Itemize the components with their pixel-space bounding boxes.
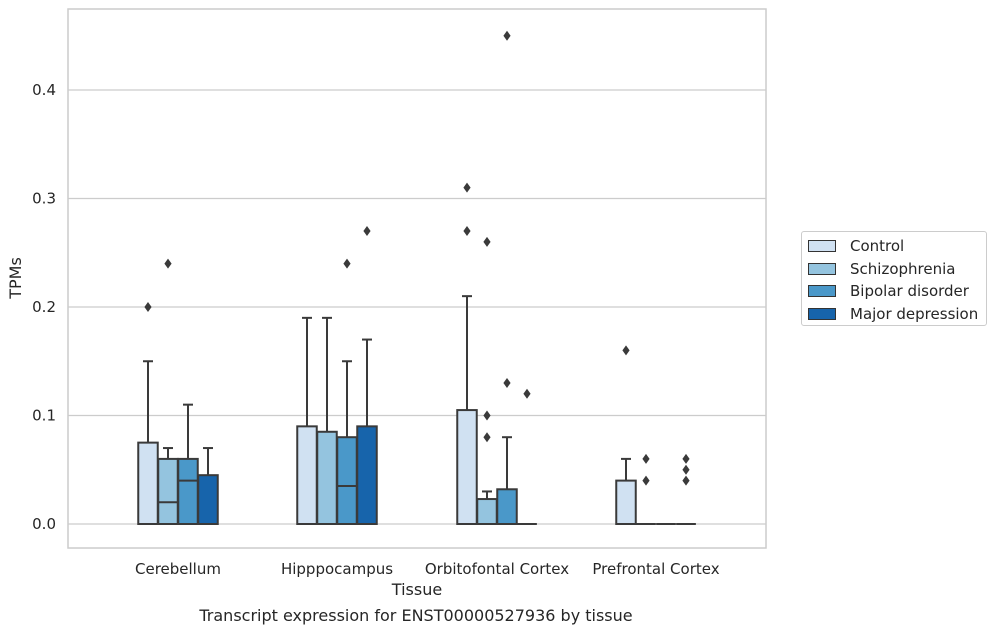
box-body xyxy=(197,474,219,525)
box-body xyxy=(496,488,518,525)
box-major-depression xyxy=(197,447,219,525)
box-body xyxy=(316,430,338,525)
y-axis-label: TPMs xyxy=(6,257,25,300)
outlier-point xyxy=(363,226,371,237)
x-tick-label: Prefrontal Cortex xyxy=(592,560,719,578)
y-tick-label: 0.2 xyxy=(32,298,56,316)
y-tick-labels: 0.0 0.1 0.2 0.3 0.4 xyxy=(32,81,56,533)
outlier-point xyxy=(682,475,690,486)
box-schizophrenia xyxy=(476,236,498,526)
y-tick-label: 0.4 xyxy=(32,81,56,99)
y-tick-label: 0.3 xyxy=(32,190,56,208)
outlier-point xyxy=(343,258,351,269)
box-body xyxy=(296,425,318,526)
box-body xyxy=(177,457,199,525)
plot-frame xyxy=(67,8,767,549)
x-axis-label: Tissue xyxy=(391,580,442,599)
box-body xyxy=(157,457,179,525)
box-schizophrenia xyxy=(316,316,338,525)
outlier-point xyxy=(642,453,650,464)
outlier-point xyxy=(483,410,491,421)
outlier-point xyxy=(523,388,531,399)
outlier-point xyxy=(682,464,690,475)
box-body xyxy=(356,425,378,526)
legend-item: Schizophrenia xyxy=(808,259,955,279)
legend-label: Bipolar disorder xyxy=(850,282,969,300)
x-tick-label: Hipppocampus xyxy=(281,560,393,578)
legend: Control Schizophrenia Bipolar disorder Majo… xyxy=(801,231,987,326)
box-bipolar-disorder xyxy=(496,30,518,525)
box-schizophrenia xyxy=(157,258,179,525)
box-schizophrenia xyxy=(636,453,656,525)
legend-swatch xyxy=(808,240,836,252)
outlier-point xyxy=(483,236,491,247)
box-control xyxy=(137,302,159,525)
outlier-point xyxy=(164,258,172,269)
x-tick-label: Orbitofontal Cortex xyxy=(425,560,569,578)
box-bipolar-disorder xyxy=(336,258,358,526)
outlier-point xyxy=(144,302,152,312)
legend-label: Control xyxy=(850,237,905,255)
boxes xyxy=(137,30,696,526)
box-control xyxy=(615,345,637,526)
legend-item: Bipolar disorder xyxy=(808,281,969,301)
outlier-point xyxy=(503,30,511,41)
box-major-depression xyxy=(676,453,696,525)
box-major-depression xyxy=(356,226,378,526)
outlier-point xyxy=(463,182,471,193)
box-body xyxy=(615,479,637,526)
box-body xyxy=(456,409,478,526)
legend-swatch xyxy=(808,262,836,275)
legend-label: Major depression xyxy=(850,304,979,323)
outlier-point xyxy=(463,226,471,237)
box-bipolar-disorder xyxy=(177,403,199,525)
legend-swatch xyxy=(808,307,836,320)
legend-item: Major depression xyxy=(808,304,978,324)
outlier-point xyxy=(483,432,491,443)
x-tick-label: Cerebellum xyxy=(135,560,221,578)
figure-caption: Transcript expression for ENST0000052793… xyxy=(199,606,633,625)
box-control xyxy=(296,316,318,526)
legend-label: Schizophrenia xyxy=(850,259,956,278)
box-body xyxy=(137,441,159,525)
y-tick-label: 0.1 xyxy=(32,407,56,425)
box-control xyxy=(456,182,478,526)
outlier-point xyxy=(642,475,650,486)
x-tick-labels: Cerebellum Hipppocampus Orbitofontal Corte… xyxy=(135,560,720,578)
outlier-point xyxy=(682,453,690,464)
box-body xyxy=(476,498,498,526)
legend-swatch xyxy=(808,285,836,297)
box-major-depression xyxy=(517,388,537,525)
y-tick-label: 0.0 xyxy=(32,515,56,533)
outlier-point xyxy=(622,345,630,356)
outlier-point xyxy=(503,377,511,388)
legend-item: Control xyxy=(808,236,904,256)
box-body xyxy=(336,436,358,526)
